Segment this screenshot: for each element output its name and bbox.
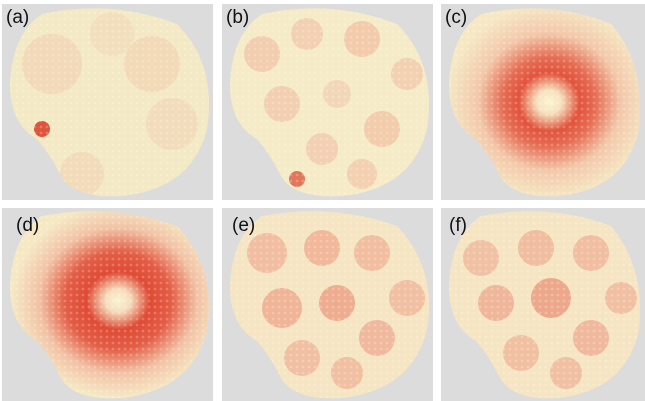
panel-c: (c) — [441, 4, 645, 200]
panel-c-heatmap — [449, 8, 641, 197]
panel-f-heatmap — [449, 211, 641, 399]
panel-f-label: (f) — [449, 215, 467, 236]
panel-a-heatmap — [10, 8, 209, 197]
panel-b-heatmap — [230, 8, 429, 197]
panel-e-heatmap — [230, 211, 429, 399]
panel-a: (a) — [2, 4, 213, 200]
panel-a-label: (a) — [6, 7, 30, 28]
panel-b-label: (b) — [226, 7, 250, 28]
panel-e: (e) — [222, 208, 433, 401]
panel-f: (f) — [441, 208, 645, 401]
panel-d-heatmap — [10, 211, 209, 399]
panel-e-label: (e) — [232, 215, 256, 236]
panel-b: (b) — [222, 4, 433, 200]
panel-c-label: (c) — [445, 7, 468, 28]
panel-d-label: (d) — [16, 215, 40, 236]
panel-d: (d) — [2, 208, 213, 401]
